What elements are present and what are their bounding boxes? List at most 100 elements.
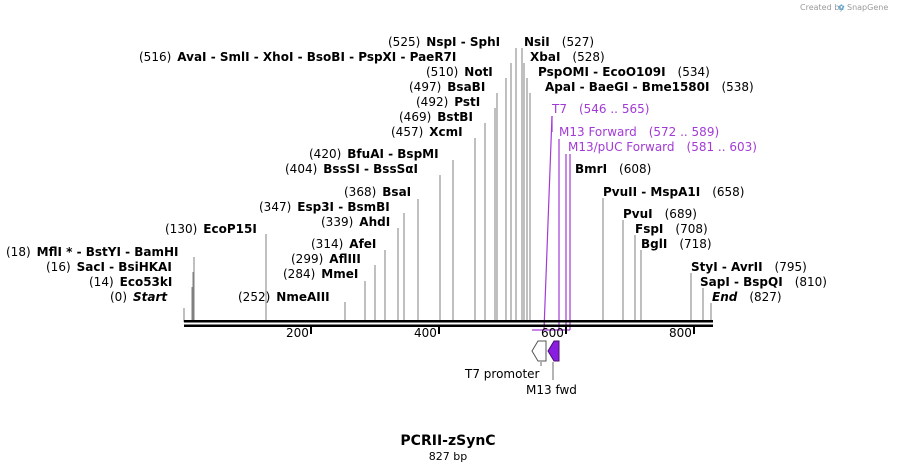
primer-label[interactable]: T7 (546 .. 565) [551, 102, 649, 116]
site-position: (810) [795, 275, 827, 289]
site-name[interactable]: NspI - SphI [426, 35, 500, 49]
svg-text:PvuII - MspA1I(658): PvuII - MspA1I (658) [603, 185, 744, 199]
svg-text:(492)PstI: (492) PstI [416, 95, 480, 109]
svg-text:(284)MmeI: (284) MmeI [283, 267, 358, 281]
svg-text:BglI(718): BglI (718) [641, 237, 712, 251]
plasmid-name: PCRII-zSynC [400, 433, 495, 449]
svg-text:(299)AflIII: (299) AflIII [291, 252, 361, 266]
svg-text:NsiI(527): NsiI (527) [524, 35, 594, 49]
site-position: (708) [675, 222, 707, 236]
site-position: (339) [321, 215, 353, 229]
primer-labels: T7 (546 .. 565) M13 Forward (572 .. 589) M… [551, 102, 757, 154]
site-name[interactable]: MmeI [321, 267, 358, 281]
site-name[interactable]: AhdI [359, 215, 390, 229]
site-name[interactable]: BfuAI - BspMI [347, 147, 438, 161]
site-position: (534) [678, 65, 710, 79]
site-name[interactable]: NotI [464, 65, 493, 79]
tick-label: 400 [414, 326, 437, 340]
dna-backbone [184, 320, 713, 327]
site-name[interactable]: MflI * - BstYI - BamHI [37, 245, 179, 259]
site-name[interactable]: EcoP15I [203, 222, 257, 236]
site-name[interactable]: PspOMI - EcoO109I [538, 65, 666, 79]
site-position: (14) [89, 275, 114, 289]
site-position: (689) [665, 207, 697, 221]
tick-label: 600 [541, 326, 564, 340]
svg-text:(339)AhdI: (339) AhdI [321, 215, 390, 229]
svg-text:(14)Eco53kI: (14) Eco53kI [89, 275, 172, 289]
svg-text:(0)Start: (0) Start [110, 290, 168, 304]
plasmid-length: 827 bp [429, 450, 467, 463]
site-name[interactable]: Eco53kI [120, 275, 173, 289]
site-position: (299) [291, 252, 323, 266]
site-name[interactable]: StyI - AvrII [691, 260, 763, 274]
site-name[interactable]: PvuII - MspA1I [603, 185, 700, 199]
site-name[interactable]: XcmI [429, 125, 462, 139]
svg-text:(404)BssSI - BssSαI: (404) BssSI - BssSαI [285, 162, 418, 176]
tick-mark [438, 327, 440, 334]
site-position: (827) [749, 290, 781, 304]
site-name[interactable]: FspI [635, 222, 663, 236]
svg-text:StyI - AvrII(795): StyI - AvrII (795) [691, 260, 807, 274]
site-name[interactable]: PvuI [623, 207, 653, 221]
site-name[interactable]: End [712, 290, 738, 304]
snapgene-logo-icon: ✿ [838, 3, 845, 12]
site-name[interactable]: BssSI - BssSαI [323, 162, 418, 176]
feature-m13-fwd[interactable] [547, 340, 560, 362]
svg-text:(457)XcmI: (457) XcmI [391, 125, 463, 139]
tick-mark [565, 327, 567, 334]
site-position: (510) [426, 65, 458, 79]
site-position: (527) [562, 35, 594, 49]
site-labels-left: (18) MflI * - BstYI - BamHI (16) SacI - Bs… [6, 35, 500, 304]
site-position: (528) [572, 50, 604, 64]
svg-text:(252)NmeAIII: (252) NmeAIII [238, 290, 330, 304]
svg-text:(510)NotI: (510) NotI [426, 65, 493, 79]
site-name[interactable]: AvaI - SmlI - XhoI - BsoBI - PspXI - Pae… [177, 50, 456, 64]
site-name[interactable]: AflIII [329, 252, 361, 266]
site-name[interactable]: NsiI [524, 35, 550, 49]
site-name[interactable]: Start [133, 290, 168, 304]
site-name[interactable]: AfeI [349, 237, 376, 251]
site-position: (608) [619, 162, 651, 176]
site-name[interactable]: BstBI [437, 110, 473, 124]
site-labels-right: NsiI (527) XbaI (528) PspOMI - EcoO109I (53… [524, 35, 827, 304]
svg-text:(469)BstBI: (469) BstBI [399, 110, 473, 124]
site-name[interactable]: BsaBI [447, 80, 485, 94]
site-position: (718) [679, 237, 711, 251]
svg-text:(347)Esp3I - BsmBI: (347) Esp3I - BsmBI [259, 200, 390, 214]
site-name[interactable]: SacI - BsiHKAI [77, 260, 172, 274]
site-position: (516) [139, 50, 171, 64]
tick-mark [693, 327, 695, 334]
svg-text:ApaI - BaeGI - Bme1580I(538): ApaI - BaeGI - Bme1580I (538) [545, 80, 754, 94]
site-position: (130) [165, 222, 197, 236]
site-name[interactable]: PstI [454, 95, 480, 109]
site-leader-lines [183, 48, 712, 322]
site-position: (469) [399, 110, 431, 124]
svg-text:XbaI(528): XbaI (528) [530, 50, 605, 64]
site-position: (492) [416, 95, 448, 109]
primer-label[interactable]: M13 Forward (572 .. 589) [559, 125, 719, 139]
feature-t7-promoter[interactable] [531, 340, 547, 362]
site-position: (284) [283, 267, 315, 281]
site-name[interactable]: XbaI [530, 50, 560, 64]
site-name[interactable]: NmeAIII [276, 290, 329, 304]
svg-text:(516)AvaI - SmlI - XhoI - BsoB: (516) AvaI - SmlI - XhoI - BsoBI - PspXI … [139, 50, 456, 64]
svg-text:(18)MflI * - BstYI - BamHI: (18) MflI * - BstYI - BamHI [6, 245, 179, 259]
svg-text:(420)BfuAI - BspMI: (420) BfuAI - BspMI [309, 147, 439, 161]
site-position: (795) [775, 260, 807, 274]
primer-leader-lines [532, 115, 571, 331]
site-name[interactable]: BglI [641, 237, 667, 251]
site-name[interactable]: SapI - BspQI [700, 275, 783, 289]
site-name[interactable]: ApaI - BaeGI - Bme1580I [545, 80, 709, 94]
site-name[interactable]: BmrI [575, 162, 607, 176]
site-position: (368) [344, 185, 376, 199]
primer-label[interactable]: M13/pUC Forward (581 .. 603) [568, 140, 757, 154]
site-name[interactable]: BsaI [382, 185, 411, 199]
site-position: (457) [391, 125, 423, 139]
tick-label: 800 [669, 326, 692, 340]
svg-text:BmrI(608): BmrI (608) [575, 162, 651, 176]
svg-text:PvuI(689): PvuI (689) [623, 207, 697, 221]
svg-text:End(827): End (827) [712, 290, 782, 304]
site-name[interactable]: Esp3I - BsmBI [297, 200, 389, 214]
m13-fwd-label: M13 fwd [526, 383, 577, 397]
